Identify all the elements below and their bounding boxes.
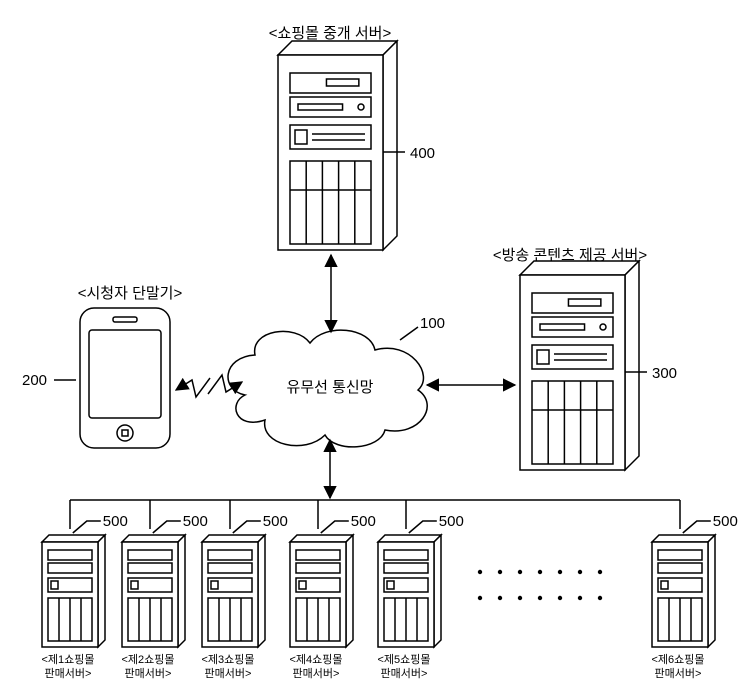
cloud-label: 유무선 통신망 — [287, 379, 374, 396]
small-server-6: 500 <제6쇼핑몰판매서버> — [651, 500, 737, 680]
ref-300: 300 — [652, 365, 677, 382]
small-server-1: 500 <제1쇼핑몰판매서버> — [41, 500, 127, 680]
ellipsis-dots — [478, 570, 602, 600]
ref-500: 500 — [351, 513, 376, 530]
small-server-4: 500 <제4쇼핑몰판매서버> — [289, 500, 375, 680]
small-server-label-top: <제6쇼핑몰 — [651, 653, 704, 666]
small-server-label-top: <제5쇼핑몰 — [377, 653, 430, 666]
small-server-label-bot: 판매서버> — [293, 667, 340, 680]
small-server-label-top: <제2쇼핑몰 — [121, 653, 174, 666]
small-server-label-bot: 판매서버> — [45, 667, 92, 680]
ref-100: 100 — [420, 315, 445, 332]
right-server — [520, 261, 639, 470]
ref-500: 500 — [263, 513, 288, 530]
top-server — [278, 41, 397, 250]
small-server-label-bot: 판매서버> — [655, 667, 702, 680]
ref-200: 200 — [22, 372, 47, 389]
ref-500: 500 — [103, 513, 128, 530]
small-server-label-top: <제1쇼핑몰 — [41, 653, 94, 666]
small-server-label-bot: 판매서버> — [205, 667, 252, 680]
phone-device — [80, 308, 170, 448]
small-server-label-top: <제4쇼핑몰 — [289, 653, 342, 666]
small-server-3: 500 <제3쇼핑몰판매서버> — [201, 500, 287, 680]
small-server-2: 500 <제2쇼핑몰판매서버> — [121, 500, 207, 680]
small-server-label-bot: 판매서버> — [381, 667, 428, 680]
small-server-label-bot: 판매서버> — [125, 667, 172, 680]
ref-500: 500 — [183, 513, 208, 530]
top-server-title: <쇼핑몰 중개 서버> — [269, 25, 392, 42]
phone-title: <시청자 단말기> — [78, 285, 183, 302]
ref-400: 400 — [410, 145, 435, 162]
ref-500: 500 — [713, 513, 738, 530]
small-server-label-top: <제3쇼핑몰 — [201, 653, 254, 666]
ref-500: 500 — [439, 513, 464, 530]
small-server-5: 500 <제5쇼핑몰판매서버> — [377, 500, 463, 680]
